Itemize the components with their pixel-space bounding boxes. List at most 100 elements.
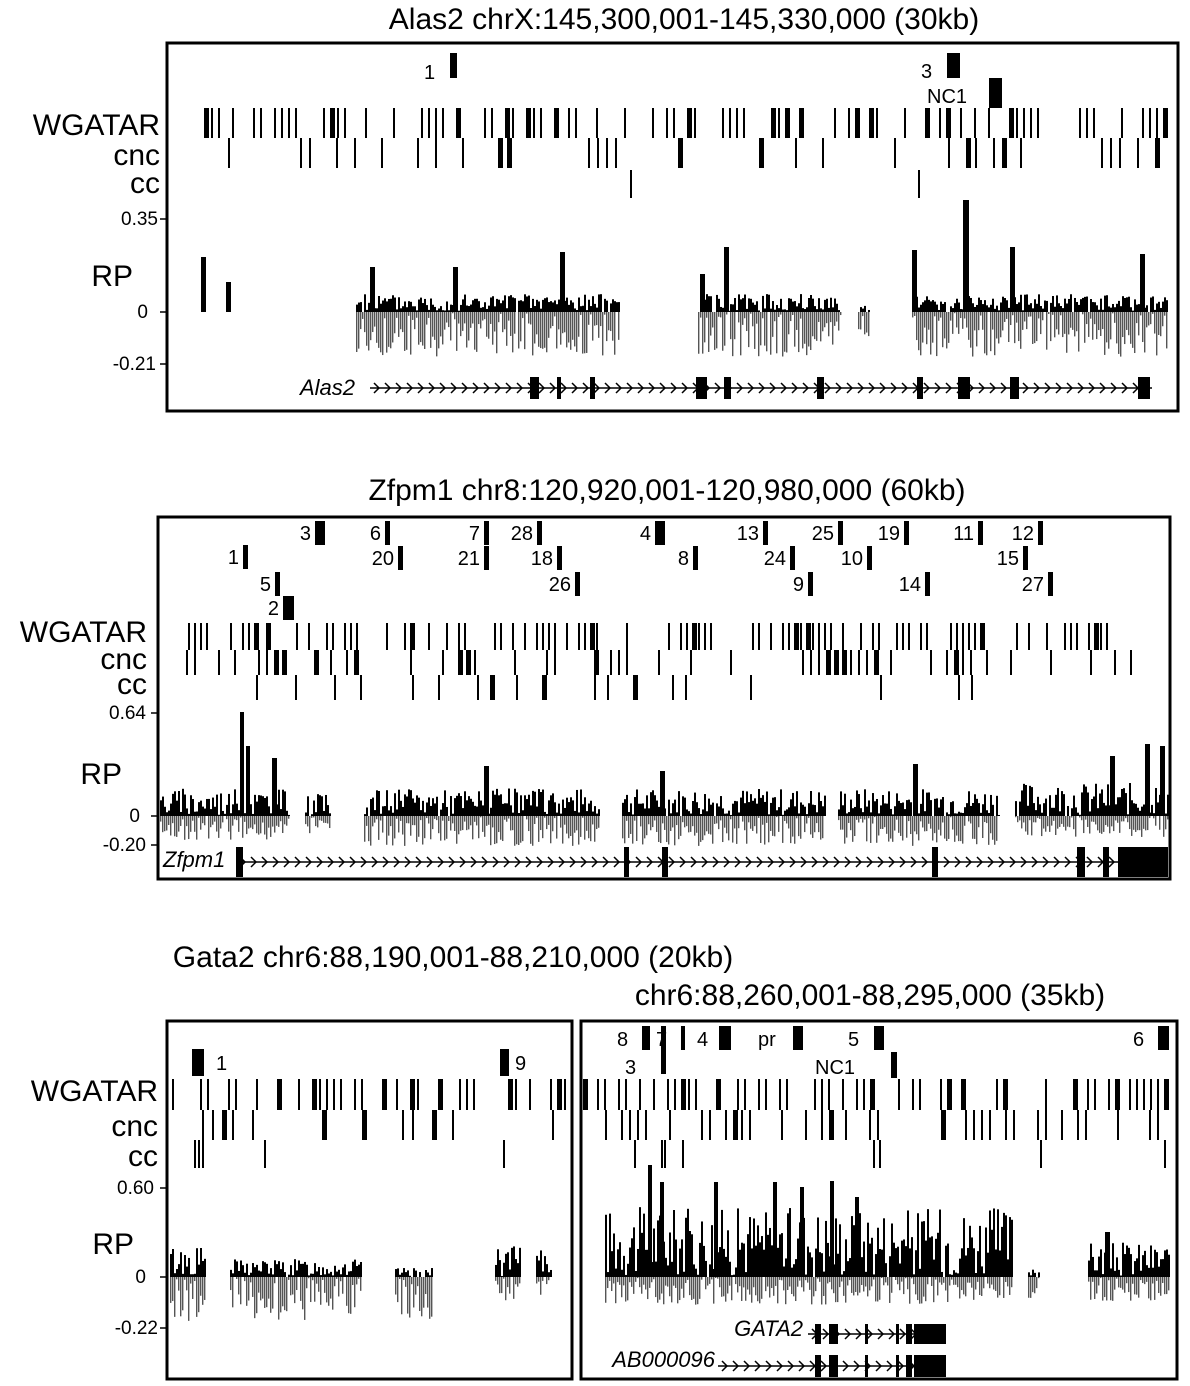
- marker-label: NC1: [927, 86, 967, 108]
- rp-scale-max: 0.60: [117, 1178, 154, 1199]
- rp-bar-negative: [580, 816, 582, 837]
- rp-bar-positive: [282, 1262, 284, 1277]
- rp-peak: [1010, 247, 1015, 312]
- rp-bar-negative: [358, 1277, 360, 1279]
- rp-bar-negative: [725, 1277, 727, 1302]
- rp-bar-negative: [412, 816, 414, 826]
- site-tick: [242, 623, 244, 650]
- rp-bar-positive: [264, 797, 266, 816]
- rp-bar-positive: [987, 1252, 989, 1277]
- site-tick: [672, 675, 674, 700]
- marker-block: [904, 521, 909, 545]
- rp-bar-positive: [1046, 300, 1048, 312]
- rp-bar-negative: [460, 816, 462, 831]
- rp-bar-negative: [707, 1277, 709, 1286]
- rp-bar-negative: [629, 1277, 631, 1283]
- gene-strand-arrow: [646, 856, 654, 868]
- rp-bar-positive: [380, 303, 382, 312]
- rp-bar-negative: [1051, 816, 1053, 826]
- rp-bar-negative: [192, 816, 194, 821]
- rp-bar-positive: [934, 301, 936, 312]
- rp-bar-positive: [308, 1275, 310, 1277]
- rp-bar-negative: [316, 1277, 318, 1284]
- rp-bar-positive: [735, 1267, 737, 1277]
- rp-bar-negative: [888, 816, 890, 842]
- site-tick: [802, 650, 804, 675]
- rp-bar-positive: [1137, 807, 1139, 816]
- rp-bar-positive: [490, 297, 492, 312]
- rp-bar-positive: [622, 802, 624, 816]
- marker-block: [681, 1026, 685, 1050]
- rp-bar-negative: [407, 1277, 409, 1314]
- rp-bar-negative: [726, 312, 728, 315]
- rp-bar-negative: [1132, 312, 1134, 348]
- rp-bar-negative: [960, 312, 962, 319]
- site-tick: [993, 138, 995, 168]
- gene-strand-arrow: [1044, 382, 1052, 394]
- rp-bar-negative: [526, 312, 528, 314]
- rp-bar-positive: [721, 1209, 723, 1277]
- rp-peak: [1110, 756, 1115, 816]
- rp-bar-positive: [1139, 810, 1141, 816]
- rp-bar-positive: [1030, 1275, 1032, 1277]
- gene-strand-arrow: [679, 856, 687, 868]
- rp-bar-negative: [410, 816, 412, 836]
- rp-bar-negative: [182, 816, 184, 820]
- rp-bar-negative: [1088, 1277, 1090, 1282]
- rp-bar-positive: [431, 1268, 433, 1277]
- rp-bar-negative: [426, 816, 428, 819]
- rp-bar-negative: [882, 816, 884, 829]
- rp-bar-negative: [667, 1277, 669, 1287]
- rp-bar-negative: [609, 1277, 611, 1281]
- rp-bar-negative: [778, 312, 780, 318]
- rp-bar-negative: [452, 816, 454, 824]
- rp-bar-negative: [991, 1277, 993, 1285]
- rp-bar-negative: [679, 1277, 681, 1301]
- rp-bar-positive: [1098, 309, 1100, 312]
- rp-bar-positive: [446, 301, 448, 312]
- rp-bar-positive: [414, 802, 416, 816]
- site-tick: [1040, 1140, 1042, 1168]
- rp-bar-negative: [982, 816, 984, 838]
- rp-bar-positive: [1086, 296, 1088, 312]
- rp-bar-negative: [720, 312, 722, 318]
- gene-strand-arrow: [976, 856, 984, 868]
- site-tick: [1114, 650, 1116, 675]
- rp-bar-negative: [486, 312, 488, 337]
- rp-bar-positive: [860, 808, 862, 816]
- rp-bar-negative: [782, 312, 784, 357]
- site-tick: [552, 1110, 554, 1140]
- rp-bar-positive: [244, 813, 246, 816]
- rp-bar-positive: [1157, 802, 1159, 816]
- rp-bar-negative: [606, 312, 608, 342]
- site-tick: [314, 650, 319, 675]
- rp-bar-positive: [725, 1256, 727, 1277]
- site-tick: [396, 1079, 398, 1110]
- rp-bar-negative: [424, 312, 426, 349]
- marker-label: 5: [260, 574, 271, 596]
- rp-bar-negative: [292, 1277, 294, 1295]
- rp-bar-positive: [236, 803, 238, 816]
- rp-bar-positive: [934, 798, 936, 816]
- gene-strand-arrow: [1000, 382, 1008, 394]
- rp-bar-positive: [588, 299, 590, 312]
- rp-bar-negative: [728, 816, 730, 841]
- rp-bar-negative: [484, 312, 486, 320]
- rp-bar-positive: [904, 809, 906, 816]
- rp-bar-positive: [645, 1249, 647, 1277]
- rp-bar-negative: [699, 1277, 701, 1299]
- rp-bar-negative: [634, 816, 636, 821]
- rp-bar-negative: [598, 312, 600, 338]
- marker-label: 9: [515, 1053, 526, 1075]
- rp-bar-positive: [506, 308, 508, 312]
- site-tick: [484, 108, 486, 138]
- rp-bar-negative: [584, 312, 586, 354]
- rp-bar-positive: [1034, 1272, 1036, 1277]
- rp-bar-negative: [1055, 816, 1057, 835]
- gene-strand-arrow: [822, 856, 830, 868]
- rp-bar-positive: [360, 302, 362, 312]
- rp-bar-positive: [800, 802, 802, 816]
- rp-bar-negative: [392, 816, 394, 846]
- rp-bar-positive: [246, 1263, 248, 1277]
- site-tick: [508, 1079, 513, 1110]
